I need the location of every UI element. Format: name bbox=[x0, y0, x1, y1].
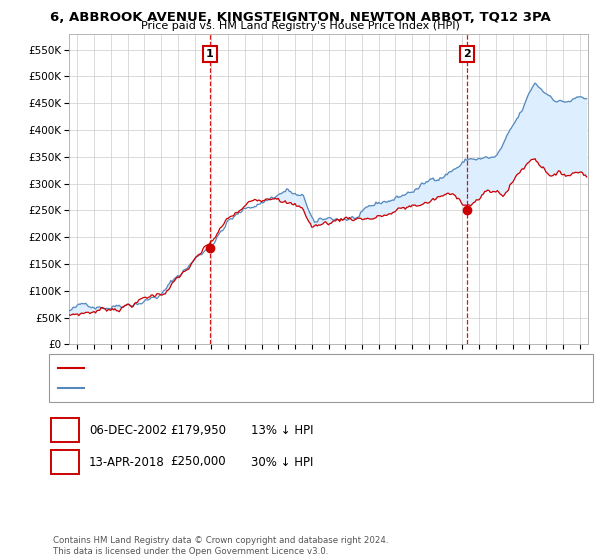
Text: 2: 2 bbox=[61, 455, 69, 469]
Text: 2: 2 bbox=[463, 49, 471, 59]
Text: 30% ↓ HPI: 30% ↓ HPI bbox=[251, 455, 313, 469]
Text: 13-APR-2018: 13-APR-2018 bbox=[89, 455, 164, 469]
Text: 1: 1 bbox=[206, 49, 214, 59]
Text: 6, ABBROOK AVENUE, KINGSTEIGNTON, NEWTON ABBOT, TQ12 3PA (detached house): 6, ABBROOK AVENUE, KINGSTEIGNTON, NEWTON… bbox=[89, 363, 517, 373]
Text: Price paid vs. HM Land Registry's House Price Index (HPI): Price paid vs. HM Land Registry's House … bbox=[140, 21, 460, 31]
Text: £250,000: £250,000 bbox=[170, 455, 226, 469]
Text: 13% ↓ HPI: 13% ↓ HPI bbox=[251, 423, 313, 437]
Text: 06-DEC-2002: 06-DEC-2002 bbox=[89, 423, 167, 437]
Text: HPI: Average price, detached house, Teignbridge: HPI: Average price, detached house, Teig… bbox=[89, 383, 331, 393]
Text: £179,950: £179,950 bbox=[170, 423, 226, 437]
Text: 6, ABBROOK AVENUE, KINGSTEIGNTON, NEWTON ABBOT, TQ12 3PA: 6, ABBROOK AVENUE, KINGSTEIGNTON, NEWTON… bbox=[50, 11, 550, 24]
Text: Contains HM Land Registry data © Crown copyright and database right 2024.
This d: Contains HM Land Registry data © Crown c… bbox=[53, 536, 388, 556]
Text: 1: 1 bbox=[61, 423, 69, 437]
